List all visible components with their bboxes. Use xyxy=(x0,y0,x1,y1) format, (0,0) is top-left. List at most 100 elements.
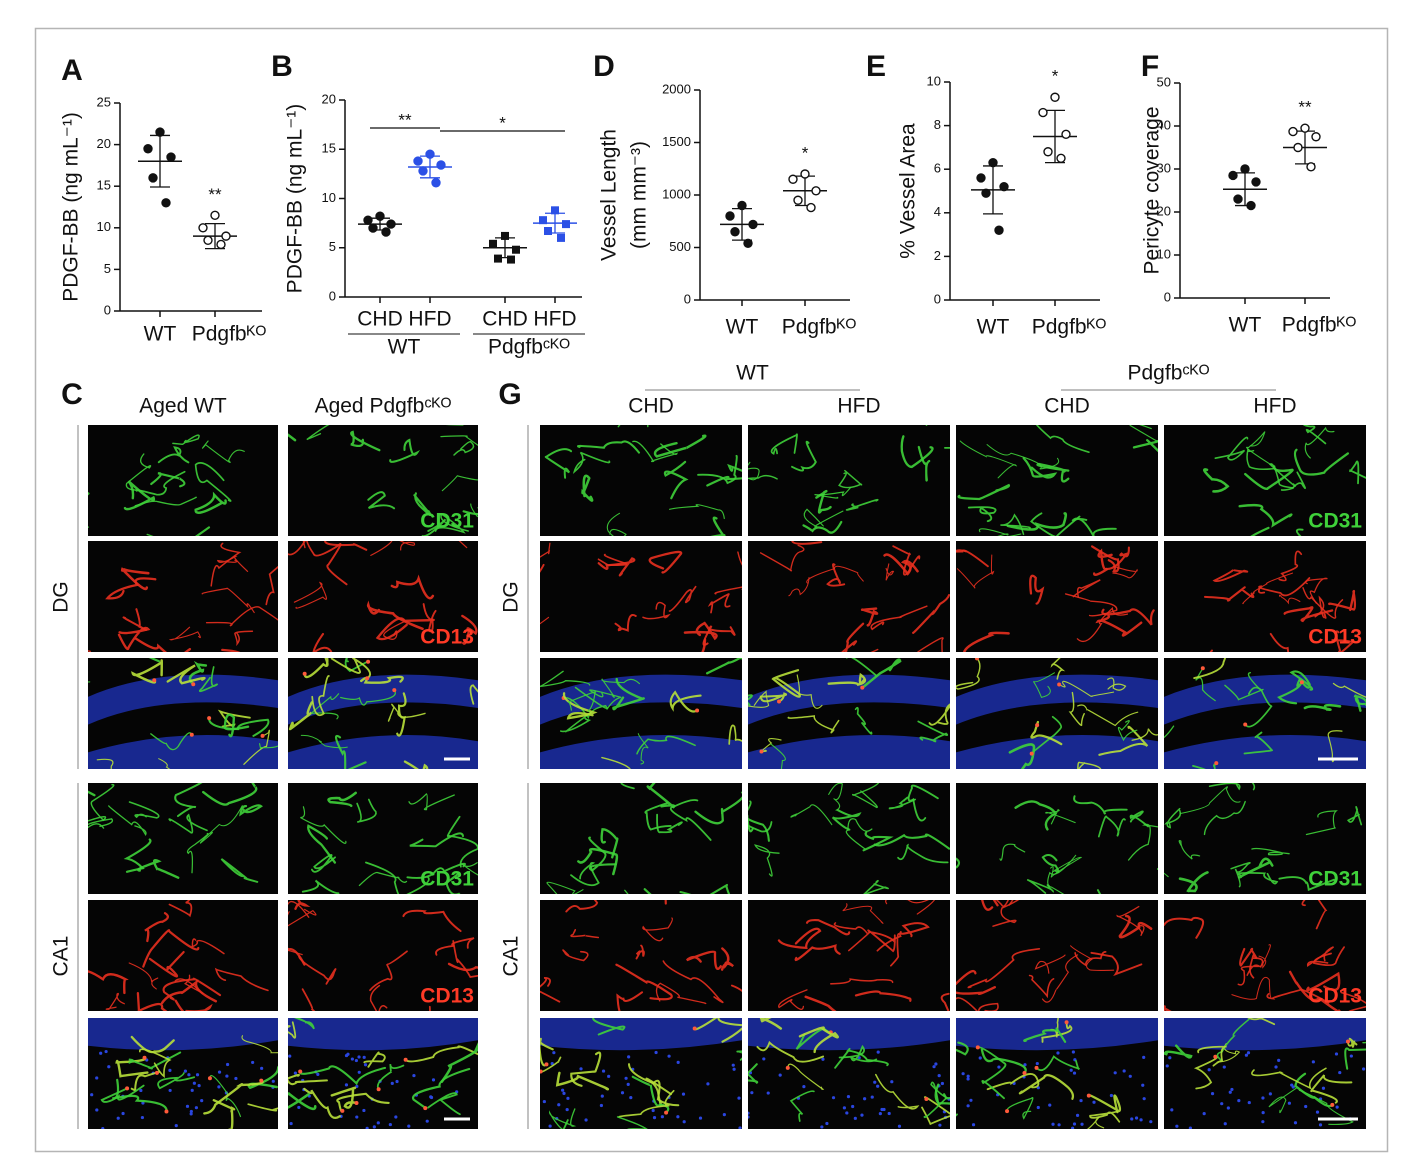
vessel xyxy=(158,758,171,769)
nucleus xyxy=(357,1055,361,1059)
vessel xyxy=(1294,1072,1334,1108)
vessel xyxy=(863,880,889,894)
vessel xyxy=(201,587,255,614)
nucleus xyxy=(362,1055,366,1059)
nucleus xyxy=(372,1125,376,1129)
nucleus xyxy=(1128,1074,1132,1078)
vessel xyxy=(1022,456,1058,479)
nucleus xyxy=(876,1084,880,1088)
vessel xyxy=(288,1021,297,1039)
nucleus xyxy=(676,1115,680,1119)
nucleus xyxy=(652,1116,657,1120)
vessel xyxy=(873,833,950,850)
nucleus xyxy=(562,1091,566,1095)
vessel xyxy=(1076,704,1139,727)
nucleus xyxy=(842,1106,846,1110)
vessel xyxy=(469,684,478,705)
x-tick-label: CHD xyxy=(357,308,403,331)
nucleus xyxy=(1223,1122,1227,1126)
nucleus xyxy=(607,1074,611,1078)
vessel xyxy=(241,1035,278,1054)
vessel xyxy=(112,1078,168,1113)
group-label: Pdgfbᶜᴷᴼ xyxy=(488,336,570,359)
vessel xyxy=(963,631,1010,652)
vessel xyxy=(601,756,631,769)
y-tick-label: 5 xyxy=(104,261,111,276)
data-point xyxy=(1038,107,1048,118)
nucleus xyxy=(140,1115,145,1120)
nucleus xyxy=(932,1065,936,1069)
nucleus xyxy=(1142,1055,1146,1060)
vessel xyxy=(1086,1116,1105,1129)
nucleus xyxy=(737,1096,741,1100)
vessel xyxy=(1073,795,1128,815)
nucleus xyxy=(897,1124,902,1128)
vessel xyxy=(307,824,337,864)
vessel xyxy=(885,900,936,915)
nucleus xyxy=(429,1095,434,1100)
vessel xyxy=(1074,951,1107,967)
vessel xyxy=(771,669,801,698)
vessel xyxy=(967,947,1041,989)
vessel xyxy=(376,1063,405,1091)
pericyte xyxy=(1299,680,1304,685)
nucleus xyxy=(1321,1086,1326,1090)
vessel xyxy=(1347,1037,1358,1048)
nucleus xyxy=(293,1071,297,1075)
data-point xyxy=(1228,170,1238,181)
vessel xyxy=(870,605,928,631)
pericyte xyxy=(1064,1020,1069,1025)
data-point xyxy=(800,169,810,179)
vessel xyxy=(646,783,676,809)
x-tick-label: WT xyxy=(977,316,1010,339)
y-tick-label: 10 xyxy=(1157,246,1171,261)
data-point xyxy=(1293,142,1303,153)
vessel xyxy=(636,735,696,755)
pericyte xyxy=(974,658,979,661)
nucleus xyxy=(1165,1064,1169,1068)
nucleus xyxy=(599,1103,604,1108)
nucleus xyxy=(195,1073,200,1077)
pericyte xyxy=(392,688,397,693)
y-tick-label: 4 xyxy=(934,204,941,219)
x-tick-label: HFD xyxy=(408,308,451,331)
vessel xyxy=(160,979,218,1005)
pericyte xyxy=(207,1076,212,1081)
nucleus xyxy=(557,1103,561,1107)
vessel xyxy=(1118,914,1153,939)
micrograph xyxy=(1164,783,1366,894)
vessel xyxy=(375,617,435,641)
nucleus xyxy=(107,1065,111,1069)
y-tick-label: 40 xyxy=(1157,117,1171,132)
channel-label: CD13 xyxy=(1308,626,1362,649)
vessel xyxy=(778,989,808,1010)
vessel xyxy=(642,601,671,620)
pericyte xyxy=(695,708,700,713)
vessel xyxy=(616,1116,648,1129)
pericyte xyxy=(785,1065,790,1070)
vessel xyxy=(335,734,367,769)
nucleus xyxy=(940,1081,945,1086)
vessel xyxy=(854,990,912,1002)
y-tick-label: 6 xyxy=(934,161,941,176)
nucleus xyxy=(966,1104,970,1108)
vessel xyxy=(562,686,608,720)
vessel xyxy=(1131,728,1158,741)
vessel xyxy=(1295,528,1304,536)
nucleus xyxy=(217,1085,221,1089)
vessel xyxy=(340,689,396,706)
vessel xyxy=(791,440,817,472)
vessel xyxy=(615,963,673,1001)
nucleus xyxy=(629,1096,633,1100)
vessel xyxy=(1231,976,1272,1000)
vessel xyxy=(1224,672,1264,701)
vessel xyxy=(150,472,186,488)
nucleus xyxy=(1069,1068,1073,1072)
vessel xyxy=(754,844,780,877)
column-header: Aged Pdgfbᶜᴷᴼ xyxy=(315,395,452,418)
vessel xyxy=(642,917,674,942)
vessel xyxy=(720,947,735,971)
vessel xyxy=(770,743,786,769)
vessel xyxy=(748,814,770,842)
vessel xyxy=(885,563,895,581)
